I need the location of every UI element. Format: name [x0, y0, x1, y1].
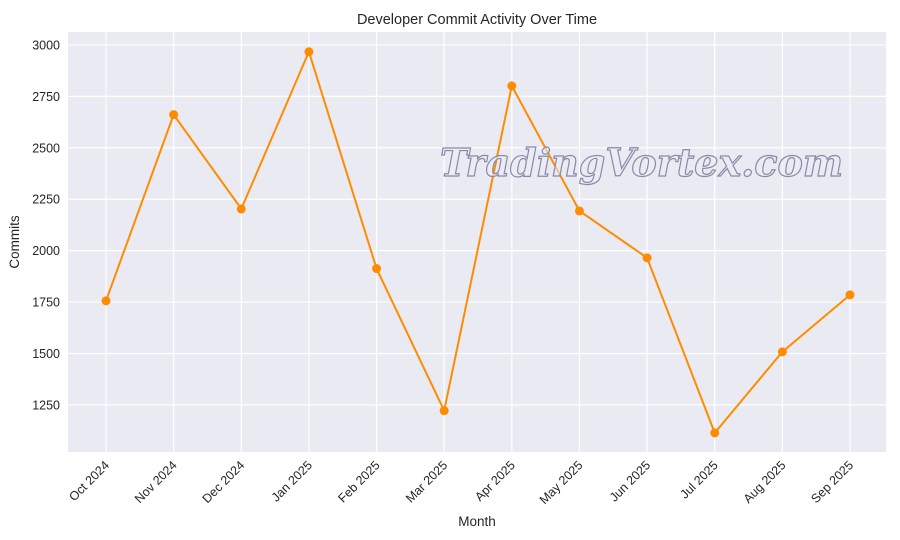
- data-point: [710, 428, 720, 438]
- y-tick-label: 3000: [32, 38, 60, 52]
- data-point: [304, 47, 314, 57]
- series-line: [105, 48, 851, 435]
- x-tick-label: Oct 2024: [66, 458, 112, 504]
- x-tick-label: Apr 2025: [472, 458, 518, 504]
- watermark: TradingVortex.com: [439, 139, 844, 185]
- y-tick-label: 1750: [32, 296, 60, 310]
- x-tick-label: Dec 2024: [200, 458, 248, 506]
- data-point: [372, 264, 382, 274]
- data-point: [777, 347, 787, 357]
- y-tick-label: 2500: [32, 141, 60, 155]
- data-point: [845, 290, 855, 300]
- x-tick-label: Jul 2025: [678, 458, 721, 501]
- data-point: [507, 81, 517, 91]
- data-point: [574, 206, 584, 216]
- data-point: [101, 296, 111, 306]
- y-axis-label: Commits: [7, 215, 22, 268]
- x-tick-label: Feb 2025: [335, 458, 382, 505]
- x-tick-label: Jun 2025: [607, 458, 653, 504]
- data-point: [169, 110, 179, 120]
- x-tick-label: Jan 2025: [269, 458, 315, 504]
- data-point: [236, 204, 246, 214]
- y-tick-label: 2750: [32, 90, 60, 104]
- x-tick-label: May 2025: [537, 458, 586, 507]
- chart-title: Developer Commit Activity Over Time: [357, 12, 597, 28]
- x-tick-label: Nov 2024: [132, 458, 180, 506]
- y-tick-label: 2250: [32, 193, 60, 207]
- data-point: [642, 253, 652, 263]
- x-axis-label: Month: [458, 514, 496, 529]
- y-tick-label: 1250: [32, 398, 60, 412]
- data-point: [439, 406, 449, 416]
- x-tick-label: Sep 2025: [808, 458, 856, 506]
- y-tick-label: 2000: [32, 244, 60, 258]
- x-tick-label: Mar 2025: [403, 458, 450, 505]
- x-tick-label: Aug 2025: [741, 458, 789, 506]
- y-tick-label: 1500: [32, 347, 60, 361]
- plot-area: [68, 32, 886, 452]
